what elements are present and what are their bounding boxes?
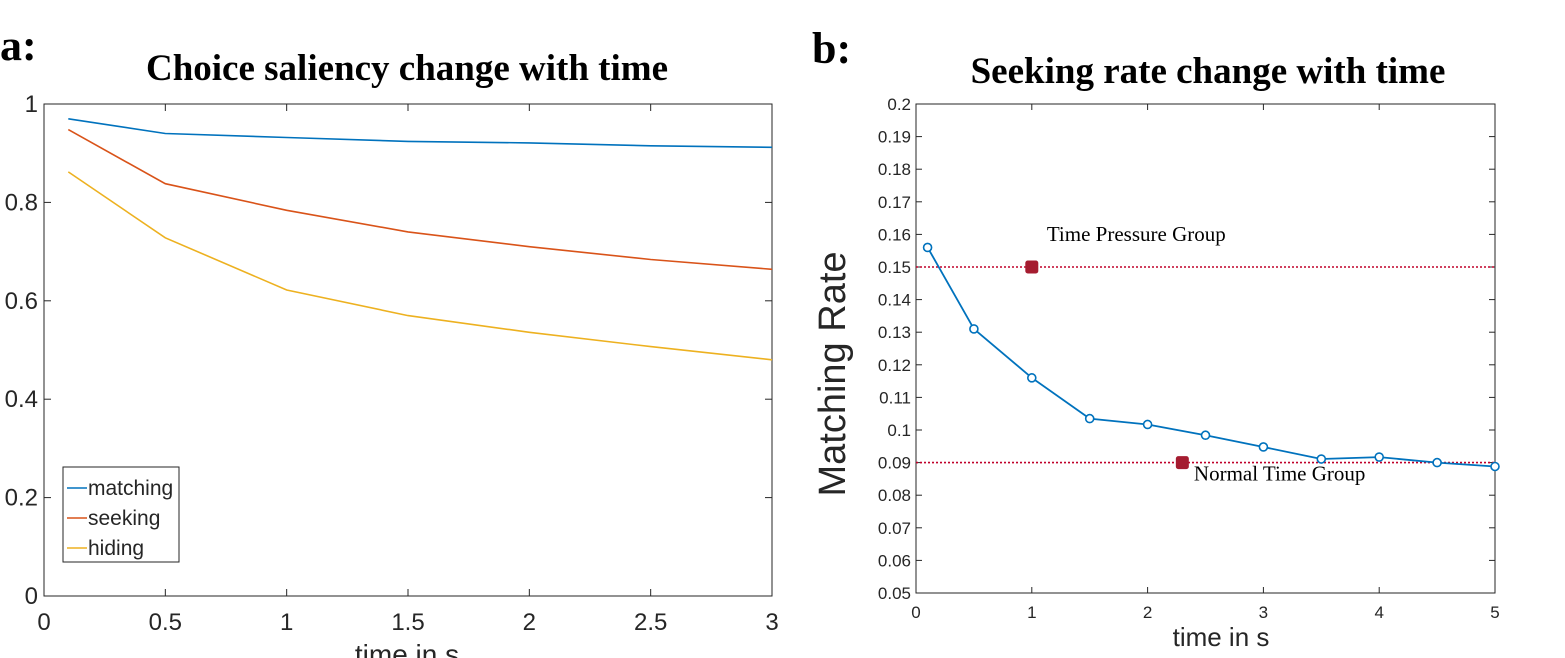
chart-a-xtick-label: 2 <box>523 609 536 636</box>
chart-b-data-point <box>1200 430 1211 441</box>
chart-b-ytick-label: 0.05 <box>878 584 911 603</box>
chart-a-legend-label-seeking: seeking <box>88 507 160 530</box>
chart-b-data-point <box>1432 457 1442 468</box>
chart-a-legend-label-hiding: hiding <box>88 537 144 560</box>
chart-b-data-point <box>1374 452 1384 462</box>
chart-a-legend-box <box>62 466 180 563</box>
chart-a-ytick-label: 0.4 <box>5 386 38 413</box>
chart-b-ytick-label: 0.13 <box>878 323 911 342</box>
chart-b-ytick-label: 0.18 <box>878 160 911 179</box>
chart-a-ytick-label: 0.8 <box>5 189 38 216</box>
chart-b-ytick-label: 0.2 <box>887 95 911 114</box>
chart-b-xtick-label: 2 <box>1143 603 1152 622</box>
chart-b-ytick-label: 0.17 <box>878 193 911 212</box>
chart-b-ytick-label: 0.16 <box>878 225 911 244</box>
chart-a-ytick-label: 0.2 <box>5 485 38 512</box>
chart-a-xtick-label: 3 <box>765 609 778 636</box>
chart-b-group-marker <box>1175 456 1189 470</box>
chart-a-title: Choice saliency change with time <box>146 48 668 89</box>
chart-b-ytick-label: 0.14 <box>878 291 911 310</box>
chart-b-series-line <box>926 246 1496 468</box>
chart-a-ytick-label: 0.6 <box>5 288 38 315</box>
chart-b-ytick-label: 0.15 <box>878 258 911 277</box>
chart-b-annotation: Normal Time Group <box>1194 462 1366 486</box>
chart-b-xtick-label: 1 <box>1027 603 1036 622</box>
chart-b-data-point <box>1142 419 1153 430</box>
chart-a-xtick-label: 0 <box>37 609 50 636</box>
panel-a-label: a: <box>0 21 37 70</box>
chart-a-legend-label-matching: matching <box>88 477 173 500</box>
chart-b-annotation: Time Pressure Group <box>1047 222 1226 246</box>
chart-b-xtick-label: 3 <box>1259 603 1268 622</box>
chart-a-xtick-label: 1 <box>280 609 293 636</box>
chart-a-ytick-label: 0 <box>25 583 38 610</box>
chart-b-xtick-label: 4 <box>1374 603 1383 622</box>
chart-b-data-point <box>969 324 979 334</box>
chart-b-xtick-label: 5 <box>1490 603 1499 622</box>
chart-b-group-marker <box>1025 260 1039 274</box>
chart-b-ytick-label: 0.12 <box>878 356 911 375</box>
chart-a-xtick-label: 1.5 <box>391 609 424 636</box>
chart-a-xlabel: time in s <box>355 639 459 658</box>
chart-a-xtick-label: 2.5 <box>634 609 667 636</box>
chart-b-data-point <box>922 242 933 253</box>
chart-b-axes-box <box>915 103 1496 594</box>
chart-b-data-point <box>1027 373 1037 383</box>
chart-b-xtick-label: 0 <box>911 603 920 622</box>
chart-b-data-point <box>1490 461 1500 472</box>
chart-a-xtick-label: 0.5 <box>149 609 182 636</box>
chart-a-series-hiding-line <box>67 171 773 361</box>
panel-b-label: b: <box>812 24 851 73</box>
chart-b-data-point <box>1258 442 1269 452</box>
chart-b-ytick-label: 0.1 <box>887 421 911 440</box>
chart-b-ytick-label: 0.11 <box>879 388 911 407</box>
chart-b-data-point <box>1316 454 1327 464</box>
chart-b-xlabel: time in s <box>1173 622 1270 652</box>
chart-b-ytick-label: 0.09 <box>878 454 911 473</box>
chart-a-ytick-label: 1 <box>25 91 38 118</box>
chart-a-series-matching-line <box>68 118 773 149</box>
chart-b-ytick-label: 0.19 <box>878 128 911 147</box>
chart-b-data-point <box>1084 413 1095 424</box>
chart-b-ytick-label: 0.06 <box>878 551 911 570</box>
chart-a-series-seeking-line <box>67 128 773 271</box>
chart-b-title: Seeking rate change with time <box>971 51 1446 92</box>
chart-b-ylabel: Matching Rate <box>812 251 854 496</box>
chart-b-ytick-label: 0.07 <box>878 519 911 538</box>
chart-b-ytick-label: 0.08 <box>878 486 911 505</box>
